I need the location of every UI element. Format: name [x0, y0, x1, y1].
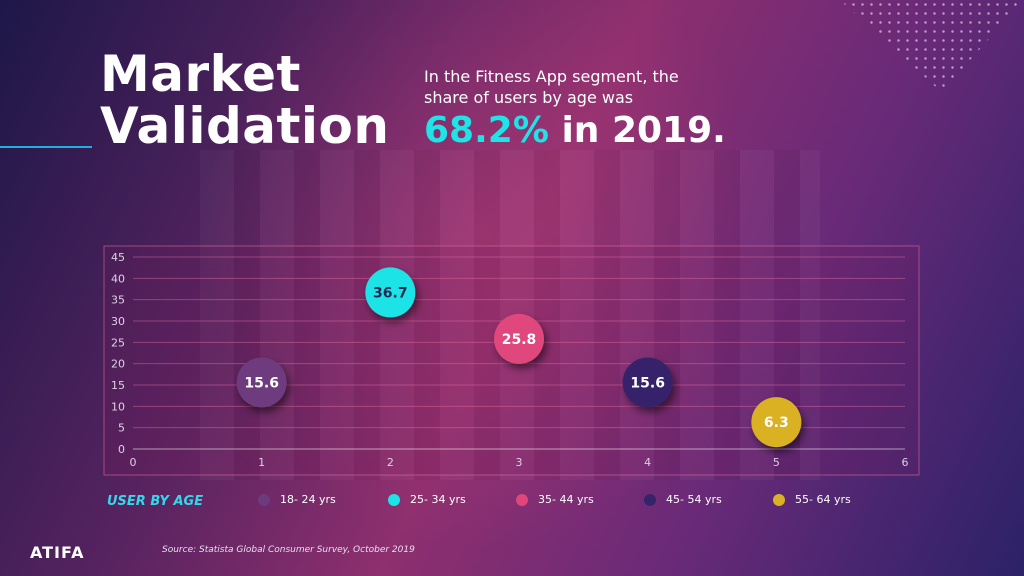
accent-line [0, 146, 92, 148]
x-tick-label: 3 [516, 456, 523, 469]
point-marker [236, 357, 287, 408]
data-point-2: 36.7 [365, 267, 416, 318]
y-tick-label: 20 [111, 358, 125, 371]
y-tick-label: 30 [111, 315, 125, 328]
legend-label: 25- 34 yrs [410, 493, 466, 506]
legend-label: 55- 64 yrs [795, 493, 851, 506]
y-tick-label: 10 [111, 400, 125, 413]
data-label: 25.8 [502, 332, 537, 348]
point-marker [365, 267, 416, 318]
legend-item: 25- 34 yrs [388, 493, 466, 506]
y-tick-label: 40 [111, 272, 125, 285]
x-tick-label: 6 [902, 456, 909, 469]
headline-percent: 68.2% [424, 110, 549, 151]
data-points: 15.6 36.7 25.8 15.6 6.3 [236, 267, 802, 448]
point-marker [751, 397, 802, 448]
data-point-5: 6.3 [751, 397, 802, 448]
x-tick-label: 2 [387, 456, 394, 469]
y-axis-ticks: 0 5 10 15 20 25 30 35 40 45 [111, 251, 125, 456]
legend-title: USER BY AGE [107, 494, 204, 509]
subtitle: In the Fitness App segment, the share of… [424, 67, 679, 107]
legend-label: 45- 54 yrs [666, 493, 722, 506]
atifa-logo: ATIFA [30, 543, 85, 562]
data-point-4: 15.6 [622, 357, 673, 408]
y-tick-label: 5 [118, 422, 125, 435]
y-tick-label: 15 [111, 379, 125, 392]
legend-item: 35- 44 yrs [516, 493, 594, 506]
x-tick-label: 4 [644, 456, 651, 469]
legend-dot [773, 493, 785, 506]
x-tick-label: 1 [258, 456, 265, 469]
legend-label: 35- 44 yrs [538, 493, 594, 506]
legend-item: 55- 64 yrs [773, 493, 851, 506]
legend-dot [258, 493, 270, 506]
legend-item: 45- 54 yrs [644, 493, 722, 506]
x-tick-label: 5 [773, 456, 780, 469]
headline: 68.2% in 2019. [424, 110, 726, 151]
data-label: 6.3 [764, 415, 789, 431]
legend-item: 18- 24 yrs [258, 493, 336, 506]
y-tick-label: 45 [111, 251, 125, 264]
y-tick-label: 35 [111, 294, 125, 307]
source-note: Source: Statista Global Consumer Survey,… [162, 545, 415, 555]
data-label: 36.7 [373, 285, 408, 301]
point-marker [494, 313, 544, 364]
background-photo [200, 150, 820, 480]
data-label: 15.6 [244, 375, 279, 391]
point-marker [622, 357, 673, 408]
data-point-1: 15.6 [236, 357, 287, 408]
legend-dot [644, 493, 656, 506]
data-label: 15.6 [630, 375, 665, 391]
legend-dot [516, 493, 528, 506]
x-tick-label: 0 [130, 456, 137, 469]
legend-dot [388, 493, 400, 506]
y-tick-label: 0 [118, 443, 125, 456]
data-point-3: 25.8 [494, 313, 544, 364]
background-glow [180, 0, 780, 576]
legend-label: 18- 24 yrs [280, 493, 336, 506]
page-title: Market Validation [100, 45, 390, 155]
headline-rest: in 2019. [548, 110, 726, 151]
x-axis-ticks: 0 1 2 3 4 5 6 [130, 456, 909, 469]
y-tick-label: 25 [111, 336, 125, 349]
